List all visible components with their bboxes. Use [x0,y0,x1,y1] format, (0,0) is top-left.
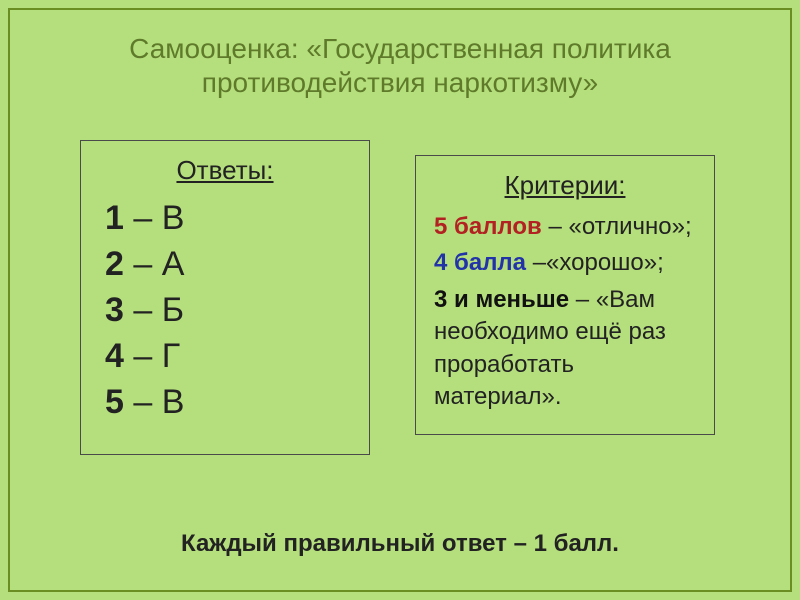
slide-title: Самооценка: «Государственная политика пр… [0,32,800,99]
answer-letter: В [162,199,185,237]
criteria-score: 5 баллов [434,213,542,240]
answer-num: 1 [105,199,124,237]
criteria-row: 3 и меньше – «Вам необходимо ещё раз про… [434,284,696,414]
criteria-sep: – [542,213,569,240]
answer-num: 2 [105,245,124,283]
criteria-box: Критерии: 5 баллов – «отлично»; 4 балла … [415,155,715,435]
answer-num: 4 [105,337,124,375]
answer-row: 4 – Г [105,334,351,380]
answers-heading: Ответы: [99,155,351,186]
answer-row: 3 – Б [105,288,351,334]
answer-row: 2 – А [105,242,351,288]
criteria-score: 3 и меньше [434,286,569,313]
criteria-sep: – [526,249,546,276]
criteria-text: «хорошо»; [546,249,664,276]
answers-box: Ответы: 1 – В 2 – А 3 – Б 4 – Г 5 – В [80,140,370,455]
criteria-sep: – [569,286,596,313]
footer-note: Каждый правильный ответ – 1 балл. [0,530,800,558]
answer-letter: В [162,383,185,421]
criteria-row: 4 балла –«хорошо»; [434,247,696,279]
answer-letter: Г [162,337,180,375]
answer-letter: Б [162,291,184,329]
criteria-score: 4 балла [434,249,526,276]
answer-row: 5 – В [105,380,351,426]
criteria-row: 5 баллов – «отлично»; [434,211,696,243]
criteria-list: 5 баллов – «отлично»; 4 балла –«хорошо»;… [434,211,696,413]
answer-row: 1 – В [105,196,351,242]
answer-letter: А [162,245,185,283]
answer-num: 3 [105,291,124,329]
criteria-heading: Критерии: [434,170,696,201]
answers-list: 1 – В 2 – А 3 – Б 4 – Г 5 – В [99,196,351,425]
criteria-text: «отлично»; [568,213,691,240]
answer-num: 5 [105,383,124,421]
